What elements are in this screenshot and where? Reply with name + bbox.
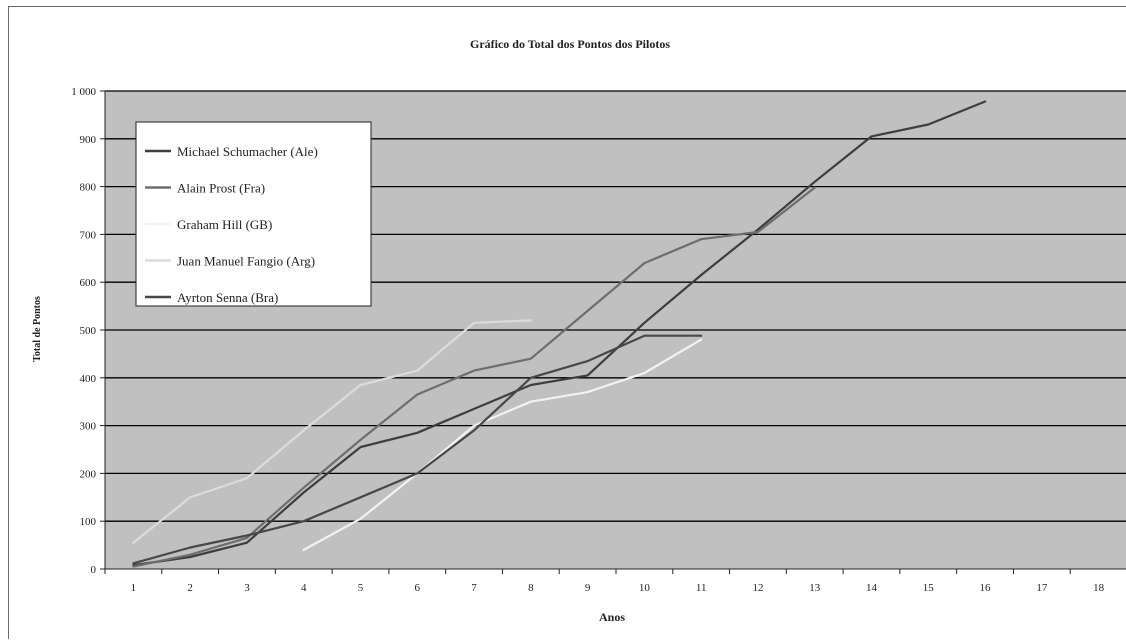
legend-label: Alain Prost (Fra) — [177, 181, 265, 196]
legend-label: Michael Schumacher (Ale) — [177, 144, 318, 159]
y-tick-label: 800 — [80, 182, 97, 194]
series-line-4 — [132, 319, 532, 544]
x-tick-label: 9 — [585, 582, 591, 594]
y-tick-label: 0 — [91, 564, 97, 576]
series-line-1 — [132, 100, 987, 567]
series-line-2 — [132, 186, 816, 568]
y-tick-label: 600 — [80, 277, 97, 289]
y-tick-label: 400 — [80, 373, 97, 385]
x-tick-label: 8 — [528, 582, 534, 594]
chart-svg: Gráfico do Total dos Pontos dos Pilotos … — [32, 37, 1126, 624]
x-tick-label: 1 — [131, 582, 137, 594]
x-tick-label: 4 — [301, 582, 307, 594]
y-tick-label: 100 — [80, 516, 97, 528]
x-axis-title: Anos — [599, 610, 625, 624]
y-axis-title: Total de Pontos — [32, 296, 43, 362]
y-tick-label: 200 — [80, 468, 97, 480]
x-tick-label: 5 — [358, 582, 364, 594]
series-line-5 — [132, 334, 703, 565]
x-tick-label: 11 — [696, 582, 707, 594]
x-tick-label: 10 — [639, 582, 651, 594]
series-line-3 — [302, 338, 703, 551]
chart-frame: Gráfico do Total dos Pontos dos Pilotos … — [8, 6, 1126, 639]
x-tick-label: 13 — [809, 582, 821, 594]
y-tick-label: 300 — [80, 421, 97, 433]
legend-label: Juan Manuel Fangio (Arg) — [177, 254, 315, 269]
x-tick-label: 18 — [1093, 582, 1105, 594]
legend: Michael Schumacher (Ale) Alain Prost (Fra… — [135, 121, 372, 307]
chart-title: Gráfico do Total dos Pontos dos Pilotos — [470, 37, 670, 51]
y-tick-label: 900 — [80, 134, 97, 146]
x-tick-label: 15 — [923, 582, 935, 594]
x-tick-label: 14 — [866, 582, 878, 594]
x-tick-label: 12 — [752, 582, 763, 594]
x-tick-label: 7 — [471, 582, 477, 594]
y-tick-label: 500 — [80, 325, 97, 337]
x-tick-label: 16 — [980, 582, 992, 594]
y-axis: 0 100 200 300 400 500 600 700 800 900 1 000 — [71, 86, 106, 576]
x-tick-label: 6 — [415, 582, 421, 594]
series-lines — [132, 100, 987, 568]
legend-label: Ayrton Senna (Bra) — [177, 290, 278, 305]
x-tick-label: 2 — [187, 582, 193, 594]
x-axis: 1 2 3 4 5 6 7 8 9 10 11 12 13 14 15 16 17 18 — [104, 568, 1126, 594]
x-tick-label: 3 — [244, 582, 250, 594]
legend-label: Graham Hill (GB) — [177, 217, 272, 232]
y-tick-label: 700 — [80, 229, 97, 241]
x-tick-label: 17 — [1036, 582, 1048, 594]
y-tick-label: 1 000 — [71, 86, 96, 98]
legend-box — [135, 121, 372, 307]
